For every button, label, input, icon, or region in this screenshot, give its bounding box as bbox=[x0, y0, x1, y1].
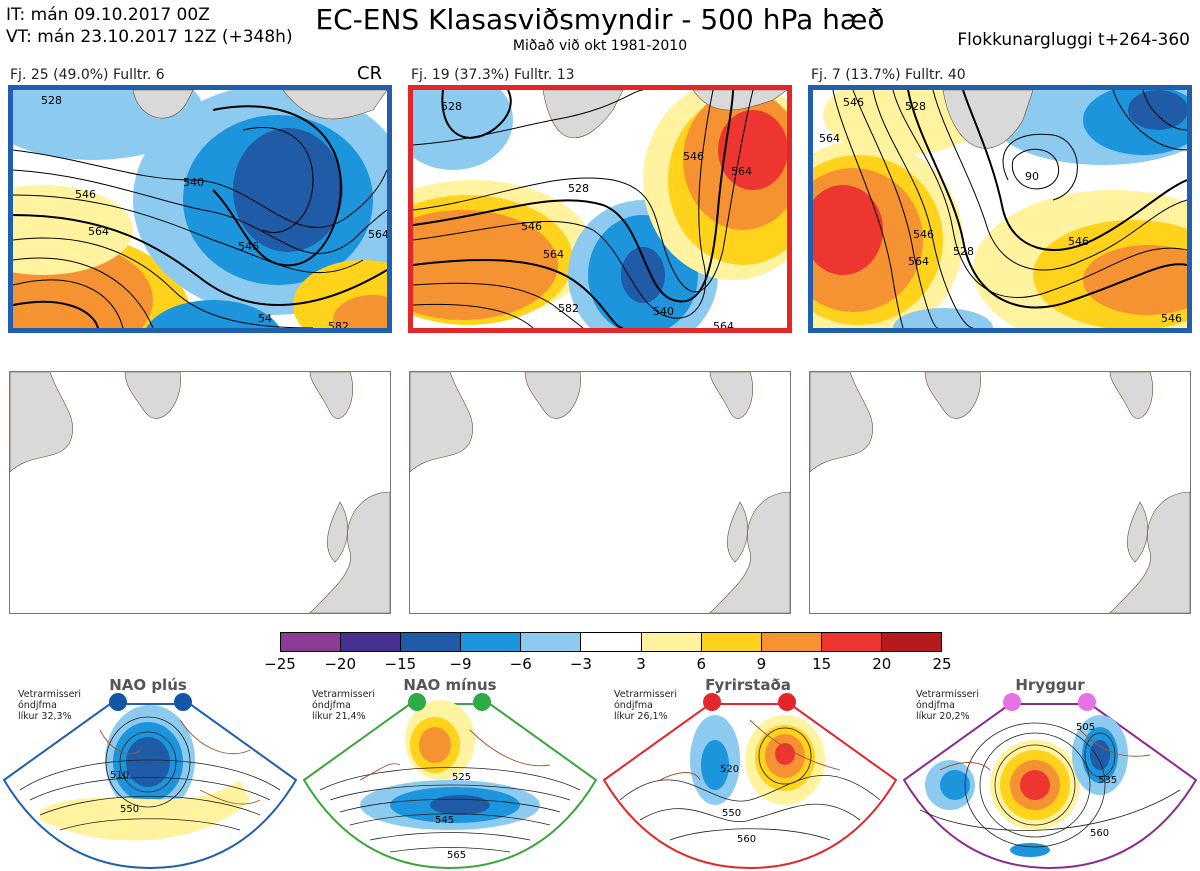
colorbar-swatch bbox=[700, 633, 761, 651]
colorbar-tick-label: −15 bbox=[384, 655, 417, 673]
colorbar-swatch bbox=[340, 633, 401, 651]
cluster-3-label: Fj. 7 (13.7%) Fulltr. 40 bbox=[811, 67, 966, 83]
regime-4-map: 505 535 560 bbox=[902, 693, 1198, 870]
colorbar-tick-label: −6 bbox=[509, 655, 532, 673]
cluster-3-anomaly-field: 546 528 564 546 528 564 546 546 90 bbox=[813, 90, 1187, 328]
page-subtitle: Miðað við okt 1981-2010 bbox=[512, 38, 688, 54]
colorbar-tick-label: −25 bbox=[264, 655, 296, 673]
empty-map-3-land bbox=[810, 372, 1190, 613]
colorbar-swatch bbox=[400, 633, 461, 651]
contour-label: 528 bbox=[905, 100, 926, 113]
contour-label: 546 bbox=[75, 188, 96, 201]
run-info: IT: mán 09.10.2017 00Z VT: mán 23.10.201… bbox=[6, 4, 293, 48]
cluster-2-map: 528 528 546 564 546 564 582 540 564 bbox=[408, 85, 792, 333]
contour-label: 564 bbox=[88, 225, 109, 238]
contour-label: 546 bbox=[521, 220, 542, 233]
classification-window: Flokkunargluggi t+264-360 bbox=[957, 30, 1190, 50]
contour-label: 520 bbox=[720, 764, 739, 775]
regime-4-title: Hryggur bbox=[1015, 676, 1085, 694]
colorbar-swatch bbox=[520, 633, 581, 651]
colorbar-tick-label: 3 bbox=[636, 655, 646, 673]
empty-map-1-land bbox=[10, 372, 390, 613]
regime-2-info: Vetrarmisseri óndjfma líkur 21,4% bbox=[312, 689, 375, 722]
colorbar-swatch bbox=[281, 633, 341, 651]
contour-label: 528 bbox=[441, 100, 462, 113]
colorbar-tick-label: −3 bbox=[569, 655, 592, 673]
cluster-2-label: Fj. 19 (37.3%) Fulltr. 13 bbox=[411, 67, 575, 83]
contour-label: 560 bbox=[1090, 828, 1109, 839]
regimes-row: NAO plús Vetrarmisseri óndjfma líkur 32,3%… bbox=[0, 676, 1200, 871]
regime-1-info: Vetrarmisseri óndjfma líkur 32,3% bbox=[18, 689, 81, 722]
colorbar-tick-label: 25 bbox=[932, 655, 952, 673]
cluster-2-anomaly-field: 528 528 546 564 546 564 582 540 564 bbox=[413, 90, 787, 328]
contour-label: 564 bbox=[731, 165, 752, 178]
contour-label: 564 bbox=[819, 132, 840, 145]
contour-label: 505 bbox=[1076, 722, 1095, 733]
contour-label: 540 bbox=[183, 176, 204, 189]
page-title: EC-ENS Klasasviðsmyndir - 500 hPa hæð bbox=[315, 3, 885, 36]
colorbar-tick-label: 6 bbox=[696, 655, 707, 673]
regime-1-title: NAO plús bbox=[109, 676, 187, 694]
colorbar-tick-label: −9 bbox=[449, 655, 472, 673]
contour-label: 510 bbox=[110, 770, 129, 781]
colorbar bbox=[280, 632, 942, 652]
cluster-1-map: 528 546 564 546 540 564 54 582 bbox=[8, 85, 392, 333]
contour-label: 560 bbox=[737, 834, 756, 845]
regime-3-title: Fyrirstaða bbox=[705, 676, 791, 694]
regime-3-info: Vetrarmisseri óndjfma líkur 26,1% bbox=[614, 689, 677, 722]
contour-label: 564 bbox=[543, 248, 564, 261]
contour-label: 564 bbox=[908, 255, 929, 268]
contour-label: 546 bbox=[1161, 312, 1182, 325]
colorbar-swatch bbox=[880, 633, 942, 651]
initial-time: IT: mán 09.10.2017 00Z bbox=[6, 5, 210, 25]
empty-map-2-land bbox=[410, 372, 790, 613]
contour-label: 535 bbox=[1098, 775, 1117, 786]
empty-map-3 bbox=[809, 371, 1191, 614]
contour-label: 540 bbox=[653, 305, 674, 318]
empty-map-1 bbox=[9, 371, 391, 614]
contour-label: 546 bbox=[843, 96, 864, 109]
contour-label: 564 bbox=[368, 228, 387, 241]
colorbar-tick-label: −20 bbox=[324, 655, 356, 673]
colorbar-tick-label: 15 bbox=[812, 655, 832, 673]
colorbar-ticks: −25 −20 −15 −9 −6 −3 3 6 9 15 20 25 bbox=[260, 656, 962, 674]
contour-label: 528 bbox=[568, 182, 589, 195]
colorbar-swatch bbox=[460, 633, 521, 651]
contour-label: 528 bbox=[41, 94, 62, 107]
colorbar-swatch bbox=[760, 633, 821, 651]
contour-label: 546 bbox=[683, 150, 704, 163]
cluster-1-label: Fj. 25 (49.0%) Fulltr. 6 bbox=[10, 67, 165, 83]
contour-label: 582 bbox=[558, 302, 579, 315]
regime-1-map: 510 550 bbox=[2, 693, 298, 870]
regime-3-map: 520 550 560 bbox=[602, 693, 898, 870]
regime-2-title: NAO mínus bbox=[403, 676, 497, 694]
colorbar-swatch bbox=[580, 633, 641, 651]
contour-label: 550 bbox=[120, 804, 139, 815]
contour-label: 546 bbox=[1068, 235, 1089, 248]
empty-map-2 bbox=[409, 371, 791, 614]
colorbar-swatch bbox=[640, 633, 701, 651]
contour-label: 582 bbox=[328, 320, 349, 328]
colorbar-swatch bbox=[820, 633, 881, 651]
contour-label: 525 bbox=[452, 772, 471, 783]
contour-label: 565 bbox=[447, 850, 466, 861]
colorbar-tick-label: 20 bbox=[872, 655, 892, 673]
contour-label: 528 bbox=[953, 245, 974, 258]
contour-label: 546 bbox=[913, 228, 934, 241]
contour-label: 90 bbox=[1025, 170, 1039, 183]
cluster-1-anomaly-field: 528 546 564 546 540 564 54 582 bbox=[13, 90, 387, 328]
contour-label: 54 bbox=[258, 312, 272, 325]
cluster-1-tag: CR bbox=[357, 63, 383, 84]
regime-2-map: 525 545 565 bbox=[302, 693, 598, 870]
cluster-3-map: 546 528 564 546 528 564 546 546 90 bbox=[808, 85, 1192, 333]
valid-time: VT: mán 23.10.2017 12Z (+348h) bbox=[6, 27, 293, 47]
contour-label: 564 bbox=[713, 320, 734, 328]
contour-label: 545 bbox=[435, 815, 454, 826]
contour-label: 550 bbox=[722, 808, 741, 819]
regime-4-info: Vetrarmisseri óndjfma líkur 20,2% bbox=[916, 689, 979, 722]
contour-label: 546 bbox=[238, 240, 259, 253]
colorbar-tick-label: 9 bbox=[756, 655, 767, 673]
